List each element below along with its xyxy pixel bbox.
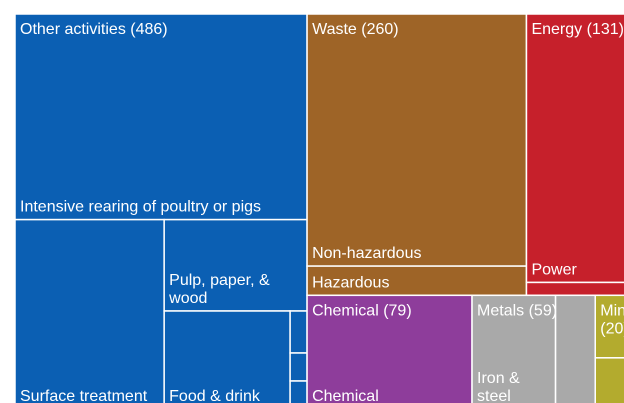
- group-label: Metals (59): [477, 302, 557, 319]
- treemap-cell: [554, 294, 596, 403]
- treemap-cell: [14, 13, 308, 221]
- treemap-cell: [594, 357, 624, 403]
- treemap-cell: [306, 13, 528, 267]
- treemap-cell: [471, 294, 557, 403]
- group-labels: Other activities (486): [20, 21, 168, 38]
- group-label: Energy (131): [531, 21, 624, 38]
- treemap-cell: [14, 218, 165, 403]
- cell-label: Power: [531, 261, 577, 278]
- cell-label: Intensive rearing of poultry or pigs: [20, 199, 261, 216]
- cell-label: Food & drink: [169, 388, 261, 403]
- cell-label: Surface treatment: [20, 388, 148, 403]
- treemap-cell: [594, 294, 624, 359]
- treemap-cell: [525, 13, 624, 284]
- group-labels: Chemical (79): [312, 302, 412, 319]
- group-label: Other activities (486): [20, 21, 168, 38]
- cell-label: Iron & steel: [477, 370, 520, 403]
- cell-label: Chemical: [312, 388, 379, 403]
- cell-label: Hazardous: [312, 274, 389, 291]
- cell-label: Pulp, paper, & wood: [168, 272, 270, 307]
- treemap-cell: [306, 294, 473, 403]
- treemap-cell: [289, 310, 308, 354]
- group-labels: Waste (260): [312, 21, 399, 38]
- group-label: Minerals(20): [600, 302, 624, 337]
- group-label: Waste (260): [312, 21, 399, 38]
- group-labels: Energy (131): [531, 21, 624, 38]
- group-labels: Minerals(20): [600, 302, 624, 337]
- treemap-cell: [289, 352, 308, 382]
- treemap-cell: [163, 218, 308, 312]
- treemap-cell: [289, 380, 308, 403]
- group-labels: Metals (59): [477, 302, 557, 319]
- treemap-cell: [306, 265, 528, 297]
- treemap-cell: [525, 281, 624, 297]
- treemap-cell: [163, 310, 291, 403]
- cell-label: Non-hazardous: [312, 245, 421, 262]
- group-label: Chemical (79): [312, 302, 412, 319]
